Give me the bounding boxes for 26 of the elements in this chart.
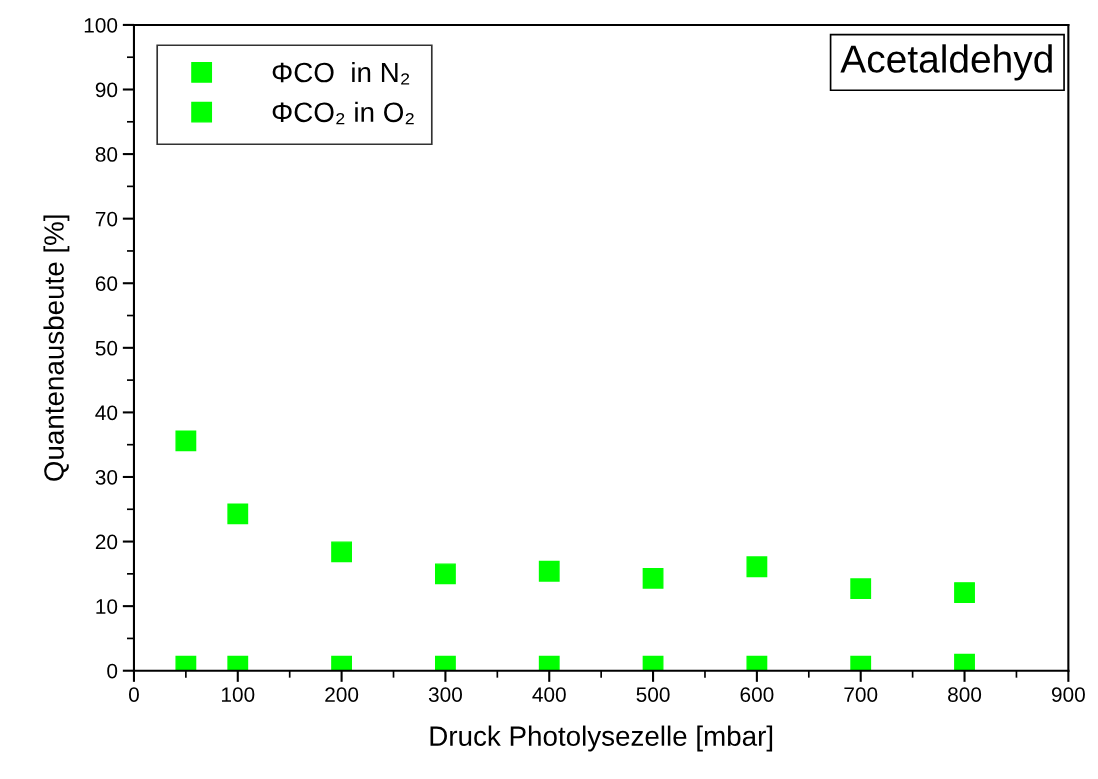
- x-tick-label: 600: [740, 687, 774, 702]
- legend-label: ΦCO₂ in O₂: [272, 101, 414, 125]
- y-tick-label: 90: [95, 82, 118, 98]
- y-tick-label: 30: [95, 469, 118, 485]
- x-axis-title: Druck Photolysezelle [mbar]: [430, 725, 773, 752]
- y-tick-label: 60: [95, 276, 118, 291]
- y-tick-label: 100: [84, 17, 118, 33]
- x-tick-label: 0: [128, 687, 139, 702]
- x-tick-label: 500: [636, 687, 670, 702]
- y-tick-label: 10: [96, 599, 118, 614]
- x-tick-label: 700: [844, 687, 878, 702]
- y-tick-label: 80: [95, 147, 118, 162]
- x-tick-label: 200: [325, 687, 359, 702]
- y-tick-label: 50: [95, 340, 118, 356]
- annotation: Acetaldehyd: [840, 44, 1052, 81]
- x-tick-label: 800: [948, 687, 982, 702]
- y-tick-label: 70: [95, 211, 118, 227]
- legend-label: ΦCO in N₂: [272, 61, 410, 85]
- y-tick-label: 40: [95, 405, 118, 421]
- x-tick-label: 300: [428, 687, 462, 702]
- y-tick-label: 0: [107, 663, 118, 679]
- x-tick-label: 900: [1051, 687, 1085, 702]
- y-tick-label: 20: [95, 534, 118, 550]
- x-tick-label: 400: [532, 687, 566, 702]
- y-axis-title: Quantenausbeute [%]: [43, 215, 70, 481]
- x-tick-label: 100: [221, 687, 255, 702]
